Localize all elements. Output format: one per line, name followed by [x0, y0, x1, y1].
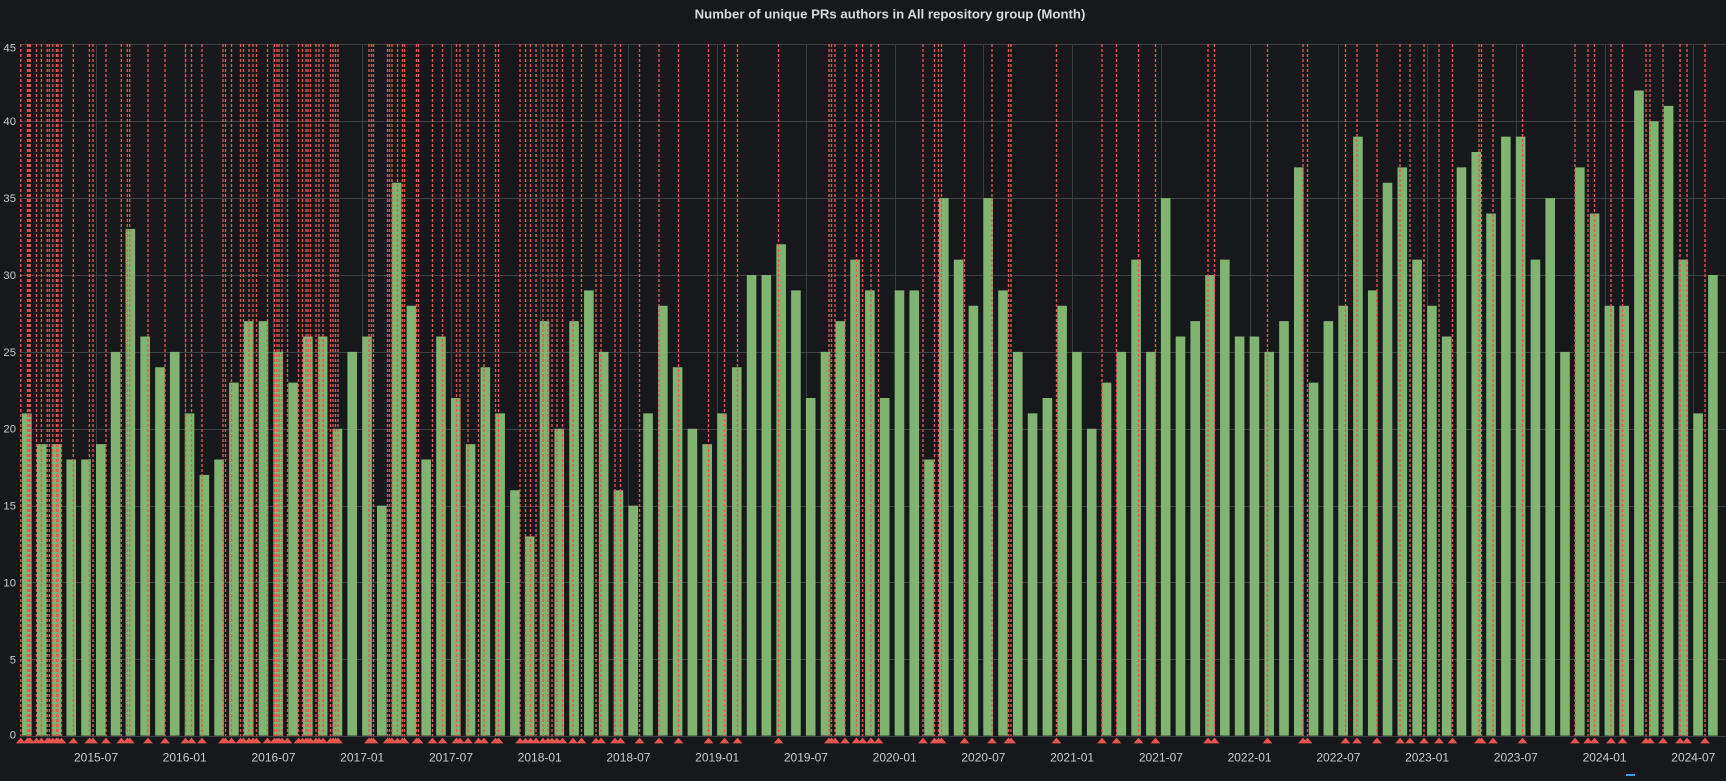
- svg-text:Number of unique PRs authors i: Number of unique PRs authors in All repo…: [695, 7, 1086, 22]
- svg-text:25: 25: [3, 347, 16, 359]
- svg-text:2023-07: 2023-07: [1494, 751, 1538, 765]
- svg-text:5: 5: [10, 654, 16, 666]
- svg-text:2018-01: 2018-01: [518, 751, 562, 765]
- svg-text:0: 0: [10, 730, 16, 742]
- svg-text:45: 45: [3, 42, 16, 54]
- svg-text:2024-07: 2024-07: [1671, 751, 1715, 765]
- svg-text:10: 10: [3, 578, 16, 590]
- svg-text:2022-01: 2022-01: [1228, 751, 1272, 765]
- svg-text:2021-07: 2021-07: [1139, 751, 1183, 765]
- svg-text:2021-01: 2021-01: [1050, 751, 1094, 765]
- svg-text:2015-07: 2015-07: [74, 751, 118, 765]
- svg-text:15: 15: [3, 501, 16, 513]
- svg-text:2016-07: 2016-07: [251, 751, 295, 765]
- svg-text:2019-07: 2019-07: [784, 751, 828, 765]
- svg-text:2022-07: 2022-07: [1316, 751, 1360, 765]
- svg-text:2020-07: 2020-07: [961, 751, 1005, 765]
- svg-text:2017-01: 2017-01: [340, 751, 384, 765]
- svg-text:2020-01: 2020-01: [873, 751, 917, 765]
- svg-text:20: 20: [3, 424, 16, 436]
- svg-text:35: 35: [3, 193, 16, 205]
- svg-text:2023-01: 2023-01: [1405, 751, 1449, 765]
- svg-text:2017-07: 2017-07: [429, 751, 473, 765]
- svg-text:2019-01: 2019-01: [695, 751, 739, 765]
- svg-text:40: 40: [3, 116, 16, 128]
- svg-text:2018-07: 2018-07: [606, 751, 650, 765]
- svg-text:2016-01: 2016-01: [163, 751, 207, 765]
- svg-text:30: 30: [3, 270, 16, 282]
- svg-text:2024-01: 2024-01: [1583, 751, 1627, 765]
